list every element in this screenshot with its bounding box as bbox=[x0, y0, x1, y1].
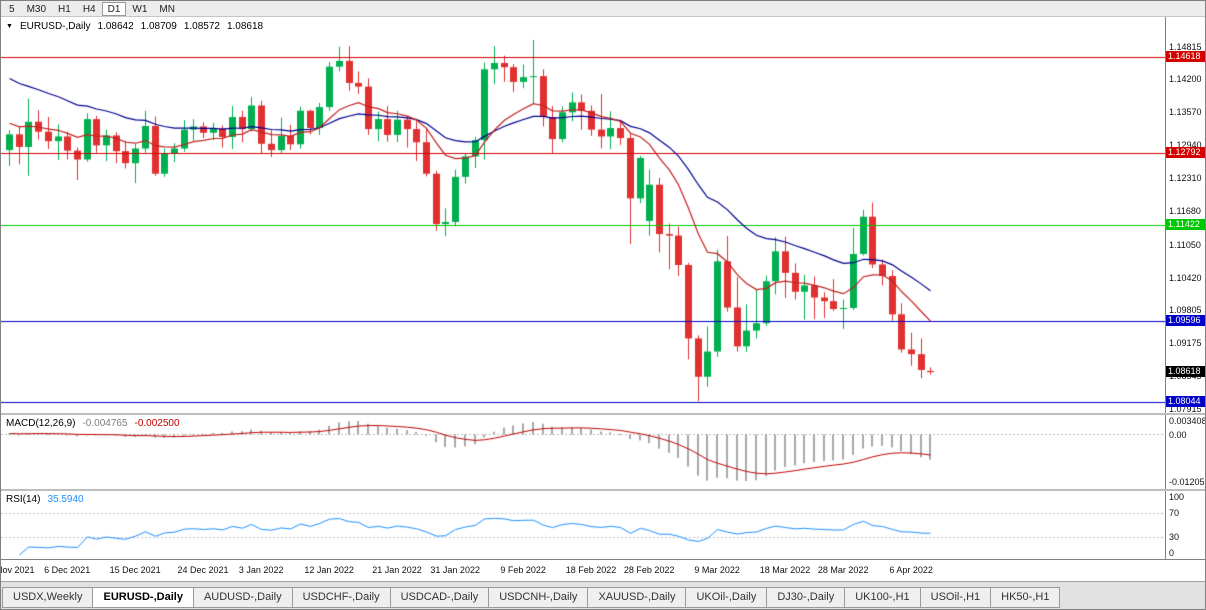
macd-chart-canvas[interactable] bbox=[1, 415, 1165, 489]
timeframe-button-mn[interactable]: MN bbox=[159, 3, 175, 15]
date-label: 31 Jan 2022 bbox=[430, 565, 480, 575]
date-label: 9 Mar 2022 bbox=[694, 565, 740, 575]
rsi-axis-label: 70 bbox=[1169, 508, 1180, 518]
price-axis-label: 1.11050 bbox=[1169, 239, 1201, 250]
rsi-label: RSI(14) 35.5940 bbox=[6, 494, 84, 505]
price-axis-label: 1.11680 bbox=[1169, 206, 1201, 217]
timeframe-button-h4[interactable]: H4 bbox=[82, 3, 96, 15]
price-axis-label: 1.14815 bbox=[1169, 42, 1202, 52]
macd-label: MACD(12,26,9) -0.004765 -0.002500 bbox=[6, 418, 180, 429]
price-axis-label: 1.12940 bbox=[1169, 140, 1202, 151]
price-chart-canvas[interactable] bbox=[1, 17, 1165, 413]
hline-price-badge: 1.08044 bbox=[1166, 396, 1205, 408]
date-label: 21 Jan 2022 bbox=[372, 565, 422, 575]
macd-axis-label: -0.01205 bbox=[1169, 477, 1205, 487]
rsi-axis[interactable]: 100 70 30 0 bbox=[1165, 491, 1205, 559]
timeframe-toolbar: 5 M30 H1 H4 D1 W1 MN bbox=[1, 1, 1205, 17]
rsi-chart-canvas[interactable] bbox=[1, 491, 1165, 559]
hline-price-badge: 1.11422 bbox=[1166, 219, 1205, 230]
macd-main-value: -0.004765 bbox=[82, 418, 128, 429]
pane-separator[interactable] bbox=[1, 413, 1205, 415]
chart-symbol-period-label: EURUSD-,Daily bbox=[19, 21, 91, 32]
price-axis-label: 1.09805 bbox=[1169, 304, 1202, 315]
date-label: 28 Feb 2022 bbox=[623, 565, 675, 575]
timeframe-button-m30[interactable]: M30 bbox=[26, 3, 47, 15]
hline-price-badge: 1.14618 bbox=[1166, 51, 1205, 63]
rsi-indicator-pane: 100 70 30 0 RSI(14) 35.5940 bbox=[1, 491, 1205, 559]
date-label: 12 Jan 2022 bbox=[304, 565, 354, 575]
chart-tab[interactable]: USOil-,H1 bbox=[919, 587, 992, 608]
ohlc-high-value: 1.08709 bbox=[140, 21, 177, 32]
chart-menu-icon[interactable]: ▼ bbox=[6, 23, 13, 30]
time-axis[interactable]: 26 Nov 2021 6 Dec 2021 15 Dec 2021 24 Dec 2… bbox=[1, 559, 1205, 581]
chart-tab[interactable]: HK50-,H1 bbox=[990, 587, 1061, 608]
price-axis-label: 1.14200 bbox=[1169, 74, 1202, 85]
date-label: 6 Dec 2021 bbox=[44, 565, 91, 575]
rsi-axis-label: 30 bbox=[1169, 532, 1180, 542]
date-label: 15 Dec 2021 bbox=[109, 565, 161, 575]
price-axis-label: 1.07915 bbox=[1169, 404, 1202, 414]
macd-signal-value: -0.002500 bbox=[134, 418, 180, 429]
date-label: 9 Feb 2022 bbox=[500, 565, 546, 575]
price-axis-label: 1.13570 bbox=[1169, 107, 1202, 118]
ohlc-open-value: 1.08642 bbox=[97, 21, 134, 32]
chart-tabs-bar: USDX,Weekly EURUSD-,Daily AUDUSD-,Daily USD… bbox=[1, 581, 1205, 609]
chart-tab[interactable]: UKOil-,Daily bbox=[685, 587, 768, 608]
price-axis[interactable]: 1.14815 1.14200 1.13570 1.12940 1.12310 1.116… bbox=[1165, 17, 1205, 414]
chart-tab[interactable]: DJ30-,Daily bbox=[766, 587, 846, 608]
date-label: 24 Dec 2021 bbox=[177, 565, 229, 575]
timeframe-button-5[interactable]: 5 bbox=[9, 3, 15, 15]
chart-tab[interactable]: EURUSD-,Daily bbox=[92, 587, 194, 608]
date-label: 26 Nov 2021 bbox=[1, 565, 35, 575]
date-label: 18 Feb 2022 bbox=[565, 565, 617, 575]
macd-indicator-pane: 0.003408 0.00 -0.01205 MACD(12,26,9) -0.00… bbox=[1, 415, 1206, 489]
current-price-badge: 1.08618 bbox=[1166, 366, 1205, 378]
timeframe-button-d1[interactable]: D1 bbox=[101, 1, 127, 16]
date-label: 28 Mar 2022 bbox=[817, 565, 869, 575]
hline-price-badge: 1.09596 bbox=[1166, 314, 1205, 326]
chart-title: ▼ EURUSD-,Daily 1.08642 1.08709 1.08572 … bbox=[6, 21, 263, 32]
chart-tab[interactable]: USDCHF-,Daily bbox=[291, 587, 391, 608]
ohlc-close-value: 1.08618 bbox=[226, 21, 264, 32]
timeframe-button-w1[interactable]: W1 bbox=[132, 3, 148, 15]
chart-tab[interactable]: USDCNH-,Daily bbox=[488, 587, 589, 608]
rsi-value: 35.5940 bbox=[47, 494, 84, 505]
hline-price-badge: 1.12792 bbox=[1166, 147, 1205, 159]
chart-tab[interactable]: USDCAD-,Daily bbox=[389, 587, 490, 608]
macd-axis[interactable]: 0.003408 0.00 -0.01205 bbox=[1165, 415, 1206, 489]
price-axis-label: 1.09175 bbox=[1169, 337, 1202, 348]
chart-tab[interactable]: XAUUSD-,Daily bbox=[587, 587, 687, 608]
chart-tab[interactable]: AUDUSD-,Daily bbox=[192, 587, 293, 608]
date-label: 3 Jan 2022 bbox=[238, 565, 284, 575]
macd-name: MACD(12,26,9) bbox=[6, 418, 76, 429]
price-chart-pane: 1.14815 1.14200 1.13570 1.12940 1.12310 1.116… bbox=[1, 17, 1205, 414]
price-axis-label: 1.10420 bbox=[1169, 272, 1202, 283]
rsi-axis-label: 100 bbox=[1169, 492, 1185, 502]
rsi-name: RSI(14) bbox=[6, 494, 41, 505]
date-label: 18 Mar 2022 bbox=[759, 565, 811, 575]
date-label: 6 Apr 2022 bbox=[889, 565, 933, 575]
macd-axis-label: 0.003408 bbox=[1169, 416, 1206, 426]
chart-tab[interactable]: UK100-,H1 bbox=[844, 587, 921, 608]
rsi-axis-label: 0 bbox=[1169, 548, 1175, 558]
macd-axis-label: 0.00 bbox=[1169, 429, 1187, 440]
chart-tab[interactable]: USDX,Weekly bbox=[2, 587, 94, 608]
pane-separator[interactable] bbox=[1, 489, 1205, 491]
timeframe-button-h1[interactable]: H1 bbox=[58, 3, 71, 15]
ohlc-low-value: 1.08572 bbox=[183, 21, 220, 32]
price-axis-label: 1.12310 bbox=[1169, 173, 1202, 184]
